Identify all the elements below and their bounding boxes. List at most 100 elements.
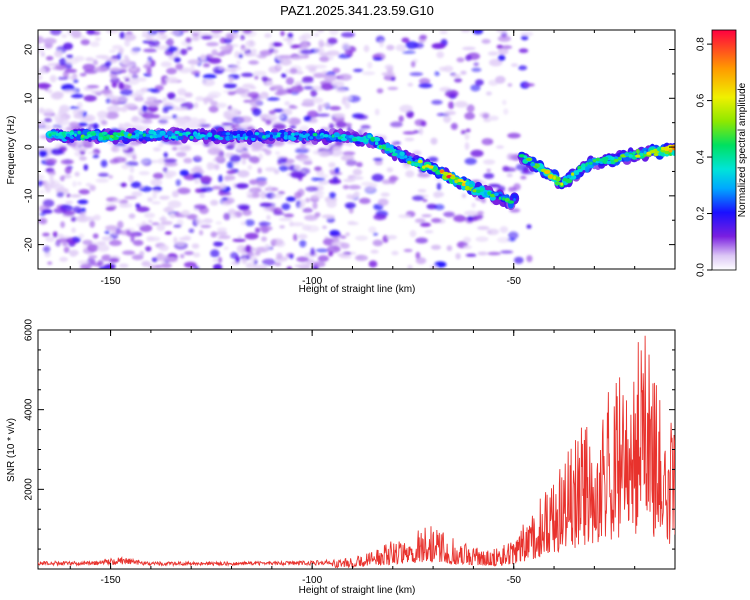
noise-blob xyxy=(373,214,387,221)
ridge-blob xyxy=(102,135,107,141)
noise-blob xyxy=(471,67,482,73)
noise-blob xyxy=(436,182,442,191)
ridge-blob xyxy=(555,176,561,182)
noise-blob xyxy=(223,246,229,250)
noise-blob xyxy=(223,83,237,89)
noise-blob xyxy=(106,106,119,112)
noise-blob xyxy=(72,181,77,187)
noise-blob xyxy=(355,235,368,241)
noise-blob xyxy=(418,83,433,89)
noise-blob xyxy=(294,264,306,268)
noise-blob xyxy=(321,174,329,179)
noise-blob xyxy=(151,222,160,226)
noise-blob xyxy=(249,98,263,107)
noise-blob xyxy=(313,33,320,37)
noise-blob xyxy=(279,55,293,59)
noise-blob xyxy=(462,46,476,51)
ridge-blob xyxy=(204,136,209,140)
ridge-blob xyxy=(208,132,212,137)
ridge-blob xyxy=(592,159,597,163)
ridge-blob xyxy=(160,132,166,136)
noise-blob xyxy=(100,89,112,95)
noise-blob xyxy=(195,96,205,102)
ridge-blob xyxy=(95,133,99,137)
ridge-blob xyxy=(328,134,331,138)
noise-blob xyxy=(471,202,476,208)
noise-blob xyxy=(401,37,410,43)
noise-blob xyxy=(240,221,246,226)
noise-blob xyxy=(61,34,67,38)
ridge-blob xyxy=(639,152,644,157)
noise-blob xyxy=(179,169,189,176)
noise-blob xyxy=(298,202,304,210)
noise-blob xyxy=(315,248,329,253)
noise-blob xyxy=(250,48,257,54)
noise-blob xyxy=(212,263,223,269)
noise-blob xyxy=(120,64,128,70)
noise-blob xyxy=(323,73,337,82)
noise-blob xyxy=(386,44,395,51)
noise-blob xyxy=(467,215,474,222)
noise-blob xyxy=(407,264,413,269)
noise-blob xyxy=(415,251,421,260)
noise-blob xyxy=(390,121,403,128)
noise-blob xyxy=(496,30,508,34)
noise-blob xyxy=(415,257,427,265)
noise-blob xyxy=(130,116,145,124)
noise-blob xyxy=(465,54,472,62)
noise-blob xyxy=(199,230,204,236)
noise-blob xyxy=(289,104,296,108)
noise-blob xyxy=(247,164,253,171)
noise-blob xyxy=(214,163,220,171)
colorbar: 0.0 0.2 0.4 0.6 0.8 Normalized spectral ampl… xyxy=(696,29,748,277)
ridge-blob xyxy=(649,150,656,154)
ridge-blob xyxy=(618,156,622,161)
noise-blob xyxy=(118,81,124,90)
noise-blob xyxy=(62,89,77,94)
noise-blob xyxy=(448,101,455,110)
ridge-blob xyxy=(135,133,140,137)
noise-blob xyxy=(86,30,96,35)
noise-blob xyxy=(81,207,86,213)
ridge-blob xyxy=(98,136,104,141)
snr-x-label: Height of straight line (km) xyxy=(299,585,416,596)
noise-blob xyxy=(128,64,138,72)
noise-blob xyxy=(300,41,310,50)
noise-blob xyxy=(105,202,115,208)
noise-blob xyxy=(59,175,65,182)
noise-blob xyxy=(429,264,438,269)
ridge-blob xyxy=(283,134,289,140)
snr-panel: -150 -100 -50 6000 4000 2000 Height of strai… xyxy=(6,318,676,596)
noise-blob xyxy=(341,42,351,51)
ridge-blob xyxy=(322,134,329,138)
noise-blob xyxy=(307,110,319,119)
noise-blob xyxy=(380,192,390,197)
noise-blob xyxy=(464,133,470,140)
noise-blob xyxy=(276,252,283,259)
snr-y-ticks: 6000 4000 2000 xyxy=(24,318,675,550)
ridge-blob xyxy=(178,132,183,137)
noise-blob xyxy=(101,55,110,61)
noise-blob xyxy=(497,237,510,243)
noise-blob xyxy=(91,90,103,95)
ridge-blob xyxy=(610,156,615,160)
noise-blob xyxy=(328,123,335,130)
ridge-blob xyxy=(371,137,375,142)
noise-blob xyxy=(194,179,200,184)
ridge-blob xyxy=(382,146,386,150)
snr-frame xyxy=(37,329,676,570)
noise-blob xyxy=(347,221,359,226)
noise-blob xyxy=(65,200,73,204)
noise-blob xyxy=(376,88,384,94)
noise-blob xyxy=(417,172,431,178)
noise-blob xyxy=(226,161,234,169)
noise-blob xyxy=(118,263,129,268)
noise-blob xyxy=(66,54,74,59)
noise-blob xyxy=(347,194,356,200)
noise-blob xyxy=(210,249,220,258)
noise-blob xyxy=(79,156,87,161)
noise-blob xyxy=(89,220,95,228)
ridge-blob xyxy=(560,182,564,186)
noise-blob xyxy=(200,224,212,229)
noise-blob xyxy=(80,39,91,46)
